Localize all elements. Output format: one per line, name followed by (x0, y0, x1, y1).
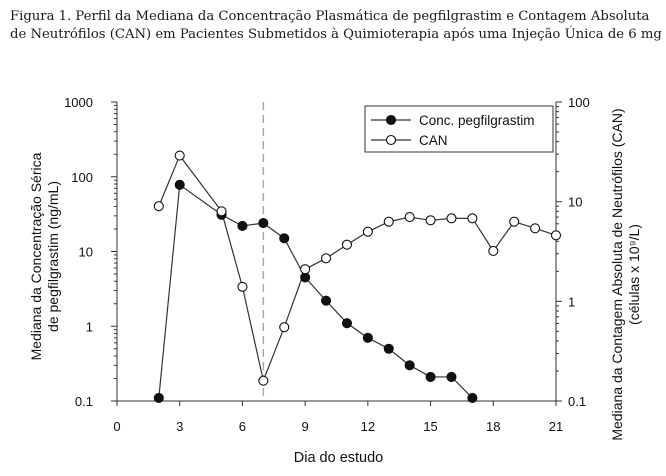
pegfilgrastim-data-point (404, 360, 415, 371)
can-data-point (509, 216, 520, 227)
can-data-point (488, 245, 499, 257)
left-tick-label: 0.1 (75, 394, 93, 409)
can-data-point (153, 201, 164, 212)
legend-label-can: CAN (419, 133, 448, 148)
legend-label-pegfilgrastim: Conc. pegfilgrastim (419, 113, 535, 128)
x-tick-label: 0 (113, 419, 120, 434)
can-data-point (425, 215, 436, 226)
legend-box (364, 105, 554, 153)
legend-marker-can (385, 134, 397, 146)
can-data-point (279, 322, 290, 333)
pegfilgrastim-data-point (320, 295, 332, 306)
can-data-point (300, 264, 311, 275)
legend: Conc. pegfilgrastim CAN (364, 105, 554, 153)
pegfilgrastim-data-point (446, 371, 457, 382)
right-tick-label: 0.1 (568, 394, 586, 409)
can-data-point (258, 375, 269, 386)
x-tick-label: 9 (302, 419, 309, 434)
pegfilgrastim-data-point (362, 332, 373, 343)
right-axis-label-line: Mediana da Contagem Absoluta de Neutrófi… (609, 108, 625, 440)
can-data-point (467, 213, 478, 224)
x-tick-label: 3 (176, 419, 183, 434)
right-tick-label: 10 (568, 195, 582, 210)
can-data-point (404, 212, 415, 223)
chart-axes: 0 3 6 9 12 15 18 21 0.1 1 10 100 1000 0.1 1 10 100 (64, 95, 590, 434)
legend-marker-pegfilgrastim (385, 114, 397, 126)
pegfilgrastim-data-point (341, 318, 353, 329)
left-axis-label-line: de pegfilgrastim (ng/mL) (45, 181, 61, 332)
can-data-point (550, 230, 562, 241)
x-tick-label: 15 (423, 419, 437, 434)
pegfilgrastim-data-point (425, 371, 436, 382)
can-data-point (237, 281, 248, 292)
can-data-point (174, 150, 185, 161)
figure-caption: Figura 1. Perfil da Mediana da Concentra… (10, 9, 662, 42)
can-data-point (383, 216, 394, 227)
right-tick-label: 100 (568, 95, 590, 110)
left-axis-label-line: Mediana da Concentração Sérica (28, 152, 44, 360)
left-tick-label: 1000 (64, 95, 93, 110)
can-data-point (341, 239, 353, 250)
pegfilgrastim-data-point (300, 272, 311, 283)
can-data-point (362, 226, 373, 237)
can-data-point (530, 223, 541, 234)
x-tick-label: 18 (486, 419, 500, 434)
can-data-point (216, 206, 227, 217)
pegfilgrastim-data-point (174, 179, 185, 190)
x-tick-label: 6 (239, 419, 246, 434)
pegfilgrastim-data-point (258, 218, 269, 229)
left-tick-label: 10 (79, 245, 93, 260)
pegfilgrastim-data-point (237, 220, 248, 231)
can-data-point (446, 213, 457, 224)
left-tick-label: 1 (86, 319, 93, 334)
right-axis-label: Mediana da Contagem Absoluta de Neutrófi… (609, 108, 642, 440)
pegfilgrastim-data-point (467, 392, 478, 403)
can-data-point (320, 253, 332, 264)
axis-labels: Dia do estudo Mediana da Concentração Sér… (28, 108, 642, 466)
right-axis-label-line: (células x 10⁹/L) (626, 224, 642, 325)
left-axis-label: Mediana da Concentração Séricade pegfilg… (28, 152, 61, 360)
pegfilgrastim-data-point (153, 392, 164, 403)
pegfilgrastim-series-line (158, 183, 473, 399)
series-markers (153, 150, 562, 403)
pegfilgrastim-data-point (383, 343, 394, 354)
left-tick-label: 100 (71, 170, 93, 185)
series-lines (158, 154, 557, 399)
pegfilgrastim-data-point (279, 233, 290, 244)
can-series-line (158, 154, 557, 383)
x-axis-label: Dia do estudo (294, 450, 383, 466)
right-tick-label: 1 (568, 294, 575, 309)
x-tick-label: 21 (549, 419, 563, 434)
x-tick-label: 12 (361, 419, 375, 434)
